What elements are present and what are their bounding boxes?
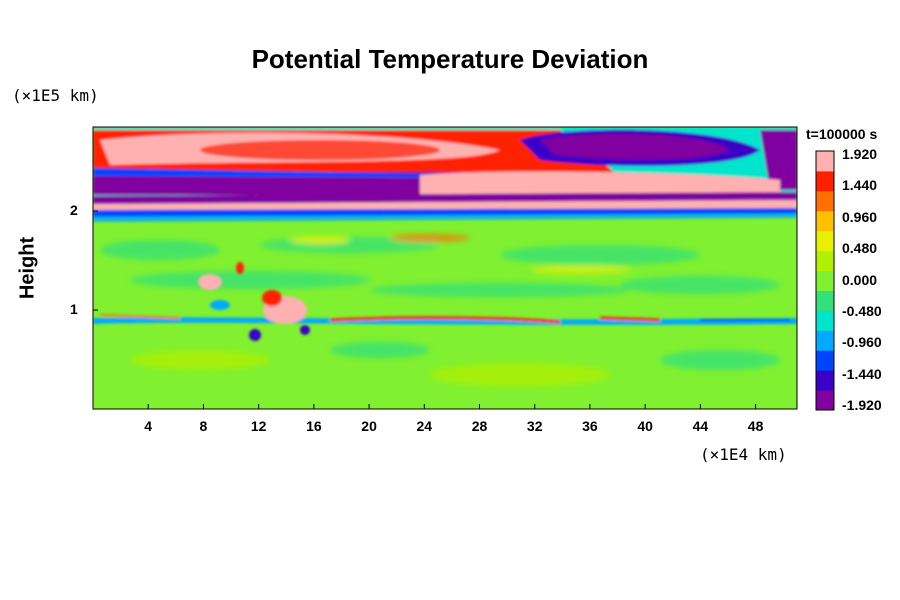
plot-frame <box>92 126 798 410</box>
colorbar-tick-label: 0.000 <box>842 271 878 288</box>
y-tick-marks <box>93 210 98 311</box>
x-tick-marks <box>147 404 757 409</box>
chart-title: Potential Temperature Deviation <box>251 44 649 74</box>
y-tick-label: 1 <box>70 301 78 318</box>
colorbar-tick-label: -1.440 <box>842 365 882 382</box>
y-tick-label: 2 <box>70 202 78 219</box>
x-tick-label: 12 <box>250 418 267 434</box>
colorbar-tick-label: -0.480 <box>842 302 882 319</box>
colorbar-segment <box>816 350 834 371</box>
colorbar-segment <box>816 190 834 212</box>
heatmap-field <box>93 127 797 409</box>
colorbar-tick-label: 0.480 <box>842 240 878 257</box>
x-tick-label: 36 <box>582 418 598 434</box>
colorbar-segment <box>816 210 834 232</box>
x-unit-label: (×1E4 km) <box>700 445 787 464</box>
colorbar <box>815 150 835 411</box>
x-tick-label: 32 <box>526 418 543 434</box>
colorbar-segment <box>816 330 834 351</box>
colorbar-segment <box>816 290 834 311</box>
x-tick-label: 48 <box>747 418 764 434</box>
colorbar-segment <box>816 390 834 411</box>
colorbar-tick-label: -0.960 <box>842 334 882 351</box>
colorbar-segment <box>816 151 834 172</box>
colorbar-segment <box>816 310 834 331</box>
colorbar-tick-label: 0.960 <box>842 208 878 225</box>
x-tick-label: 44 <box>692 418 709 434</box>
time-label: t=100000 s <box>806 126 878 142</box>
colorbar-segment <box>816 270 834 291</box>
x-tick-label: 4 <box>144 418 153 434</box>
x-tick-label: 24 <box>416 418 433 434</box>
x-tick-label: 40 <box>637 418 653 434</box>
colorbar-segment <box>816 230 834 252</box>
colorbar-tick-label: 1.920 <box>842 146 878 162</box>
x-tick-label: 20 <box>361 418 377 434</box>
y-unit-label: (×1E5 km) <box>12 86 99 105</box>
colorbar-tick-label: -1.920 <box>842 397 882 413</box>
x-tick-label: 28 <box>471 418 488 434</box>
x-tick-label: 8 <box>199 418 208 434</box>
colorbar-segment <box>816 370 834 391</box>
colorbar-segment <box>816 250 834 272</box>
x-tick-label: 16 <box>306 418 322 434</box>
colorbar-frame <box>815 150 835 411</box>
colorbar-segment <box>816 170 834 192</box>
colorbar-tick-label: 1.440 <box>842 177 878 194</box>
